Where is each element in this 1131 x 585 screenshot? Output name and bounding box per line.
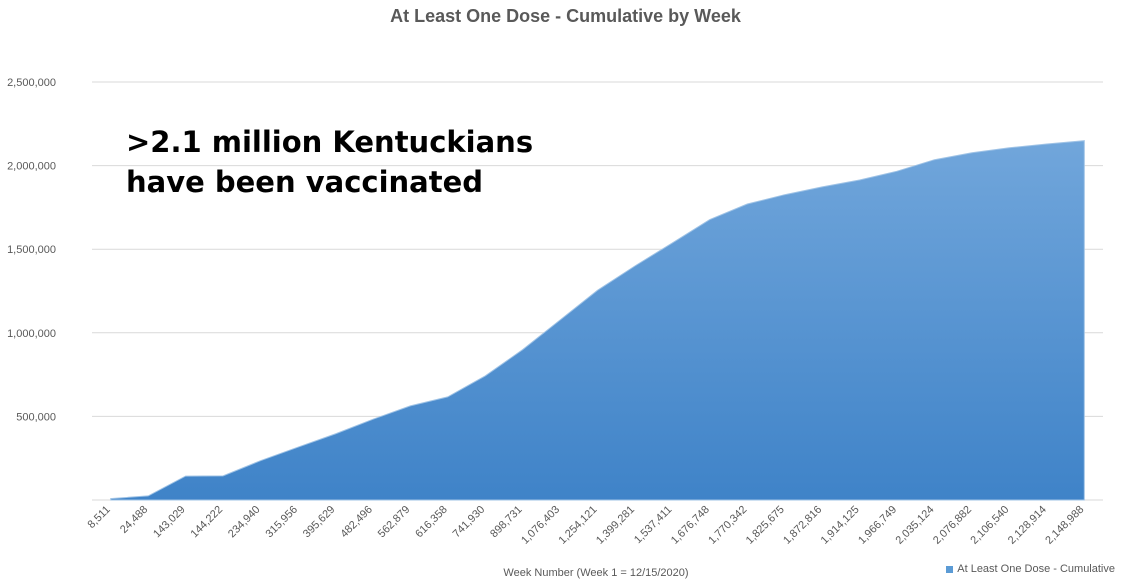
x-tick-label: 1,770,342 bbox=[706, 504, 749, 547]
x-tick-label: 395,629 bbox=[301, 504, 338, 541]
x-tick-label: 741,930 bbox=[451, 504, 488, 541]
y-tick-label: 2,000,000 bbox=[7, 161, 56, 173]
y-tick-label: 1,000,000 bbox=[7, 328, 56, 340]
annotation-line-1: >2.1 million Kentuckians bbox=[126, 125, 534, 159]
x-axis-label: Week Number (Week 1 = 12/15/2020) bbox=[503, 567, 689, 579]
x-tick-label: 8,511 bbox=[85, 504, 112, 531]
x-tick-label: 24,488 bbox=[118, 504, 150, 536]
x-tick-label: 482,496 bbox=[338, 504, 375, 541]
x-tick-label: 1,914,125 bbox=[819, 504, 862, 547]
y-tick-label: 2,500,000 bbox=[7, 77, 56, 89]
x-tick-label: 1,399,281 bbox=[594, 504, 637, 547]
x-tick-label: 2,106,540 bbox=[968, 504, 1011, 547]
x-tick-label: 143,029 bbox=[151, 504, 188, 541]
x-tick-label: 1,825,675 bbox=[744, 504, 787, 547]
x-tick-label: 898,731 bbox=[488, 504, 525, 541]
legend: At Least One Dose - Cumulative bbox=[946, 563, 1115, 575]
x-tick-label: 1,537,411 bbox=[632, 504, 675, 547]
x-tick-label: 1,076,403 bbox=[519, 504, 562, 547]
x-tick-label: 1,676,748 bbox=[669, 504, 712, 547]
x-tick-label: 2,128,914 bbox=[1006, 504, 1049, 547]
annotation-line-2: have been vaccinated bbox=[126, 165, 484, 199]
x-tick-label: 144,222 bbox=[189, 504, 226, 541]
legend-label: At Least One Dose - Cumulative bbox=[957, 563, 1115, 575]
y-tick-label: 1,500,000 bbox=[7, 244, 56, 256]
annotation: >2.1 million Kentuckians have been vacci… bbox=[126, 122, 533, 202]
x-tick-label: 1,872,816 bbox=[781, 504, 824, 547]
x-tick-label: 2,076,882 bbox=[931, 504, 974, 547]
series-area bbox=[110, 140, 1085, 501]
x-tick-label: 1,966,749 bbox=[856, 504, 899, 547]
x-tick-label: 2,035,124 bbox=[894, 504, 937, 547]
x-tick-label: 315,956 bbox=[263, 504, 300, 541]
x-tick-label: 616,358 bbox=[413, 504, 450, 541]
x-tick-label: 562,879 bbox=[376, 504, 413, 541]
x-tick-label: 1,254,121 bbox=[557, 504, 600, 547]
x-tick-label: 234,940 bbox=[226, 504, 263, 541]
y-tick-label: 500,000 bbox=[16, 411, 56, 423]
legend-swatch bbox=[946, 565, 954, 573]
x-tick-label: 2,148,988 bbox=[1043, 504, 1086, 547]
chart-title: At Least One Dose - Cumulative by Week bbox=[390, 6, 741, 26]
